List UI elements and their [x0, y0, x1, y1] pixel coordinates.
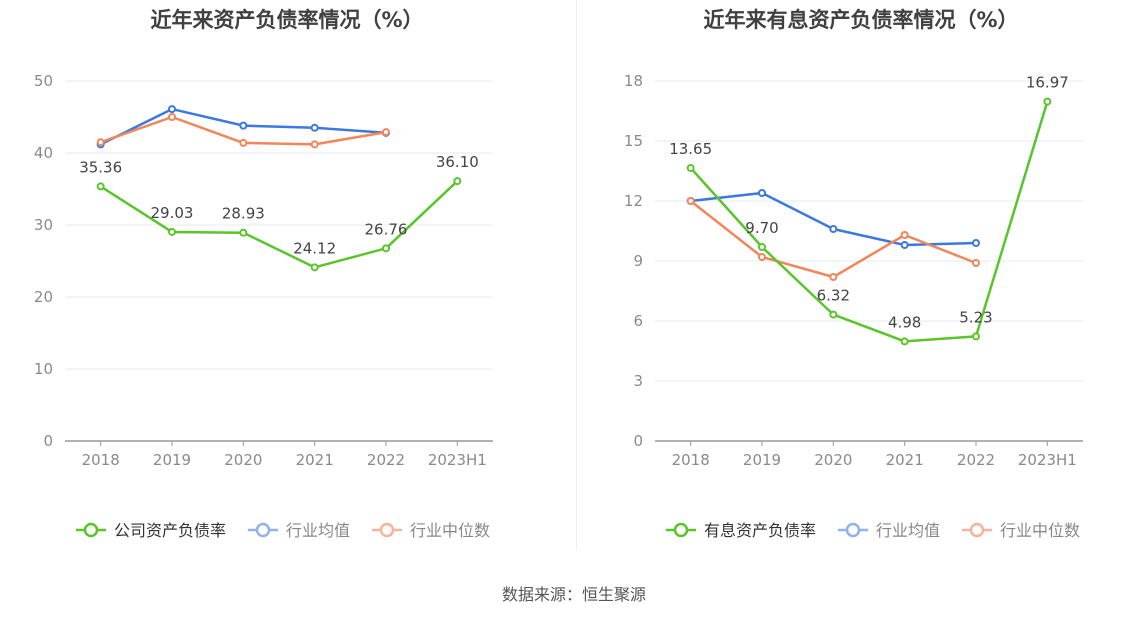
interest-bearing-debt-ratio-chart: 0 3 6 9 12 15 18 2018 2019 2020 2021 2022 2023H1 13.6…	[624, 72, 1083, 540]
data-point	[453, 177, 462, 186]
series-line	[99, 180, 459, 269]
legend-marker	[673, 522, 689, 538]
left-chart-panel: 近年来资产负债率情况（%） 0 10 20 30 40 50 2018 2019 2020 202…	[0, 0, 574, 560]
data-source: 数据来源：恒生聚源	[501, 585, 646, 604]
chart-title: 近年来资产负债率情况（%）	[150, 8, 424, 32]
y-tick-label: 40	[34, 144, 53, 162]
x-tick-label: 2022	[957, 451, 995, 469]
y-tick-label: 20	[34, 288, 53, 306]
data-label: 6.32	[817, 287, 850, 305]
data-point	[972, 239, 980, 247]
debt-ratio-chart: 0 10 20 30 40 50 2018 2019 2020 2021 2022 2023H1 35.…	[34, 72, 493, 540]
panel-divider	[576, 0, 577, 550]
legend-marker	[83, 522, 99, 538]
data-point	[686, 197, 695, 205]
data-point	[829, 310, 838, 319]
y-tick-label: 9	[633, 252, 643, 270]
x-tick-label: 2022	[367, 451, 405, 469]
series-line	[689, 101, 1049, 343]
data-point	[900, 231, 909, 239]
data-label: 9.70	[745, 219, 778, 237]
legend-item: 行业中位数	[962, 521, 1080, 540]
x-tick-label: 2021	[296, 451, 334, 469]
legend-label: 有息资产负债率	[704, 521, 816, 540]
data-label: 28.93	[222, 205, 265, 223]
data-point	[758, 243, 766, 251]
data-point	[310, 140, 319, 149]
y-tick-label: 0	[633, 432, 643, 450]
legend-item: 有息资产负债率	[666, 521, 816, 540]
data-point	[829, 225, 838, 233]
y-tick-label: 50	[34, 72, 53, 90]
data-point	[239, 121, 248, 130]
legend-item: 行业均值	[838, 521, 940, 540]
legend-label: 行业中位数	[410, 521, 490, 540]
data-point	[239, 138, 248, 147]
data-label: 35.36	[79, 158, 122, 176]
data-point	[758, 253, 766, 261]
data-label: 36.10	[436, 153, 479, 171]
data-point	[168, 105, 176, 114]
x-tick-label: 2023H1	[1018, 451, 1077, 469]
data-point	[96, 182, 105, 191]
data-point	[900, 337, 909, 346]
data-label: 29.03	[151, 204, 194, 222]
data-label: 26.76	[365, 220, 408, 238]
data-point	[382, 128, 390, 137]
legend-item: 公司资产负债率	[76, 521, 226, 540]
data-point	[382, 244, 390, 253]
data-point	[239, 228, 248, 237]
data-point	[900, 241, 909, 249]
data-label: 5.23	[959, 308, 992, 326]
data-label: 13.65	[669, 140, 712, 158]
x-tick-label: 2023H1	[428, 451, 487, 469]
legend-label: 行业均值	[286, 521, 350, 540]
data-point	[1043, 97, 1052, 106]
legend-label: 行业中位数	[1000, 521, 1080, 540]
x-tick-label: 2021	[886, 451, 924, 469]
data-label: 16.97	[1026, 74, 1069, 92]
y-tick-label: 15	[624, 132, 643, 150]
y-tick-label: 10	[34, 360, 53, 378]
data-point	[686, 164, 695, 172]
x-tick-label: 2019	[153, 451, 191, 469]
legend-marker	[969, 522, 985, 538]
data-point	[758, 189, 766, 197]
legend-item: 行业均值	[248, 521, 350, 540]
legend-item: 行业中位数	[372, 521, 490, 540]
x-tick-label: 2020	[224, 451, 262, 469]
data-point	[168, 113, 176, 121]
y-tick-label: 12	[624, 192, 643, 210]
data-label: 24.12	[293, 239, 336, 257]
legend-marker	[379, 522, 395, 538]
series-line	[689, 200, 977, 279]
y-tick-label: 30	[34, 216, 53, 234]
y-tick-label: 18	[624, 72, 643, 90]
data-point	[972, 259, 980, 267]
data-point	[310, 123, 319, 132]
y-tick-label: 3	[633, 372, 643, 390]
y-tick-label: 6	[633, 312, 643, 330]
data-point	[972, 332, 980, 341]
legend-label: 行业均值	[876, 521, 940, 540]
x-tick-label: 2018	[672, 451, 710, 469]
data-point	[310, 263, 319, 272]
x-tick-label: 2018	[82, 451, 120, 469]
data-point	[96, 138, 105, 147]
legend-marker	[255, 522, 271, 538]
data-label: 4.98	[888, 313, 921, 331]
x-tick-label: 2020	[814, 451, 852, 469]
data-point	[168, 227, 176, 236]
data-point	[829, 273, 838, 281]
right-chart-panel: 近年来有息资产负债率情况（%） 0 3 6 9 12 15 18 2018 2019 2020 20…	[574, 0, 1148, 560]
legend-marker	[845, 522, 861, 538]
y-tick-label: 0	[43, 432, 53, 450]
legend-label: 公司资产负债率	[114, 521, 226, 540]
x-tick-label: 2019	[743, 451, 781, 469]
chart-title: 近年来有息资产负债率情况（%）	[703, 8, 1019, 32]
